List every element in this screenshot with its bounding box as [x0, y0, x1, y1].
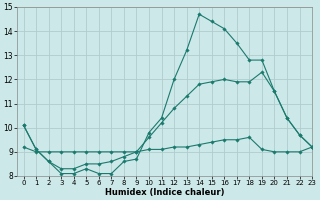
X-axis label: Humidex (Indice chaleur): Humidex (Indice chaleur) [105, 188, 224, 197]
